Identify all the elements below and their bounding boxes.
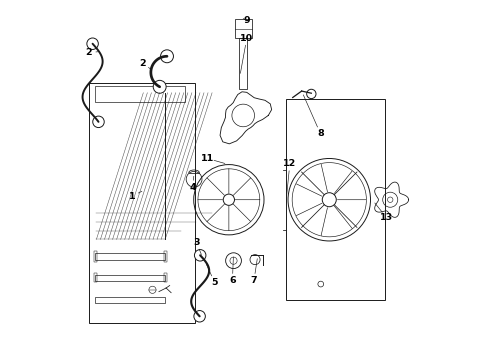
Text: 10: 10 [240, 34, 253, 43]
Bar [94, 251, 97, 262]
Bar [96, 275, 165, 282]
Bar [235, 19, 252, 39]
Text: 11: 11 [201, 154, 214, 163]
Text: 2: 2 [86, 48, 92, 57]
Bar [96, 86, 185, 102]
Circle shape [87, 38, 98, 49]
Circle shape [93, 116, 104, 127]
Text: 5: 5 [211, 278, 218, 287]
Text: 6: 6 [229, 276, 236, 285]
Text: 3: 3 [194, 238, 200, 247]
Text: 4: 4 [190, 183, 196, 192]
Text: 2: 2 [140, 59, 146, 68]
Bar [286, 99, 385, 300]
Circle shape [161, 50, 173, 63]
Bar [94, 274, 97, 283]
Bar [164, 251, 167, 262]
Bar [96, 253, 165, 261]
Circle shape [153, 80, 166, 93]
Bar [239, 39, 247, 89]
Circle shape [194, 311, 205, 322]
Bar [96, 297, 165, 303]
Text: 1: 1 [129, 192, 135, 201]
Text: 13: 13 [380, 213, 393, 222]
Bar [164, 274, 167, 283]
Text: 8: 8 [317, 129, 324, 138]
Text: 12: 12 [283, 159, 296, 168]
Circle shape [195, 249, 206, 261]
Text: 7: 7 [251, 276, 257, 285]
Text: 9: 9 [244, 16, 250, 25]
Bar [89, 83, 195, 323]
